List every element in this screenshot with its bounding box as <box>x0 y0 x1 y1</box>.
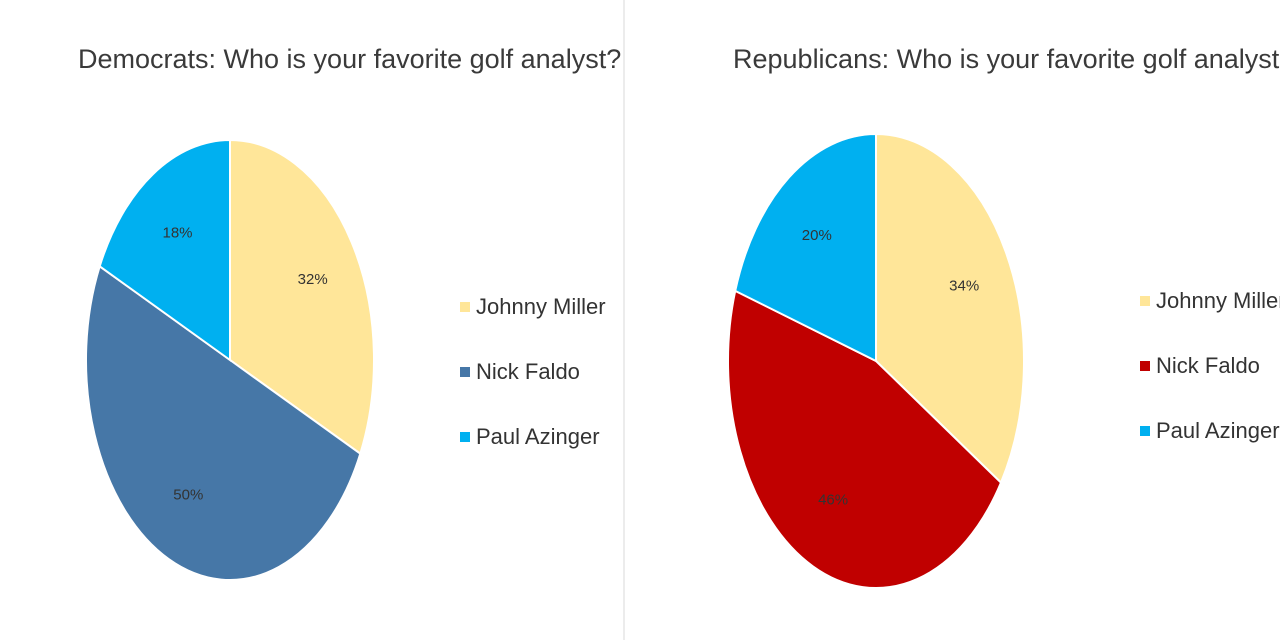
republicans-pie-chart: 34% 46% 20% <box>727 132 1025 589</box>
slice-value-label-paul-azinger: 18% <box>162 225 192 242</box>
legend-item-nick-faldo: Nick Faldo <box>460 355 606 389</box>
legend-item-paul-azinger: Paul Azinger <box>1140 414 1280 448</box>
chart-title: Democrats: Who is your favorite golf ana… <box>78 44 622 74</box>
pie-slice-nick-faldo <box>727 289 1003 589</box>
pie-slice-johnny-miller <box>875 132 1025 485</box>
legend-swatch <box>460 367 470 377</box>
legend-swatch <box>1140 296 1150 306</box>
legend-label: Nick Faldo <box>1156 353 1260 378</box>
legend-item-johnny-miller: Johnny Miller <box>1140 284 1280 318</box>
legend-item-johnny-miller: Johnny Miller <box>460 290 606 324</box>
democrats-legend: Johnny Miller Nick Faldo Paul Azinger <box>460 290 606 485</box>
legend-swatch <box>460 302 470 312</box>
slice-value-label-nick-faldo: 46% <box>818 492 848 509</box>
pie-slice-nick-faldo <box>85 264 362 581</box>
slice-value-label-johnny-miller: 32% <box>298 271 328 288</box>
slice-value-label-nick-faldo: 50% <box>173 486 203 503</box>
pie-slice-paul-azinger <box>98 138 231 362</box>
republicans-legend: Johnny Miller Nick Faldo Paul Azinger <box>1140 284 1280 479</box>
panel-divider <box>623 0 625 640</box>
legend-swatch <box>1140 426 1150 436</box>
legend-swatch <box>460 432 470 442</box>
legend-item-nick-faldo: Nick Faldo <box>1140 349 1280 383</box>
legend-label: Johnny Miller <box>1156 288 1280 313</box>
chart-title: Republicans: Who is your favorite golf a… <box>733 44 1280 74</box>
republicans-chart-panel: Republicans: Who is your favorite golf a… <box>625 0 1280 640</box>
slice-value-label-paul-azinger: 20% <box>802 227 832 244</box>
democrats-chart-panel: Democrats: Who is your favorite golf ana… <box>0 0 624 640</box>
legend-label: Nick Faldo <box>476 359 580 384</box>
legend-label: Paul Azinger <box>476 424 600 449</box>
slice-value-label-johnny-miller: 34% <box>949 278 979 295</box>
legend-label: Johnny Miller <box>476 294 606 319</box>
legend-swatch <box>1140 361 1150 371</box>
pie-slice-paul-azinger <box>734 132 877 363</box>
democrats-pie-chart: 32% 50% 18% <box>85 138 376 581</box>
legend-label: Paul Azinger <box>1156 418 1280 443</box>
pie-slice-johnny-miller <box>229 138 376 456</box>
legend-item-paul-azinger: Paul Azinger <box>460 420 606 454</box>
